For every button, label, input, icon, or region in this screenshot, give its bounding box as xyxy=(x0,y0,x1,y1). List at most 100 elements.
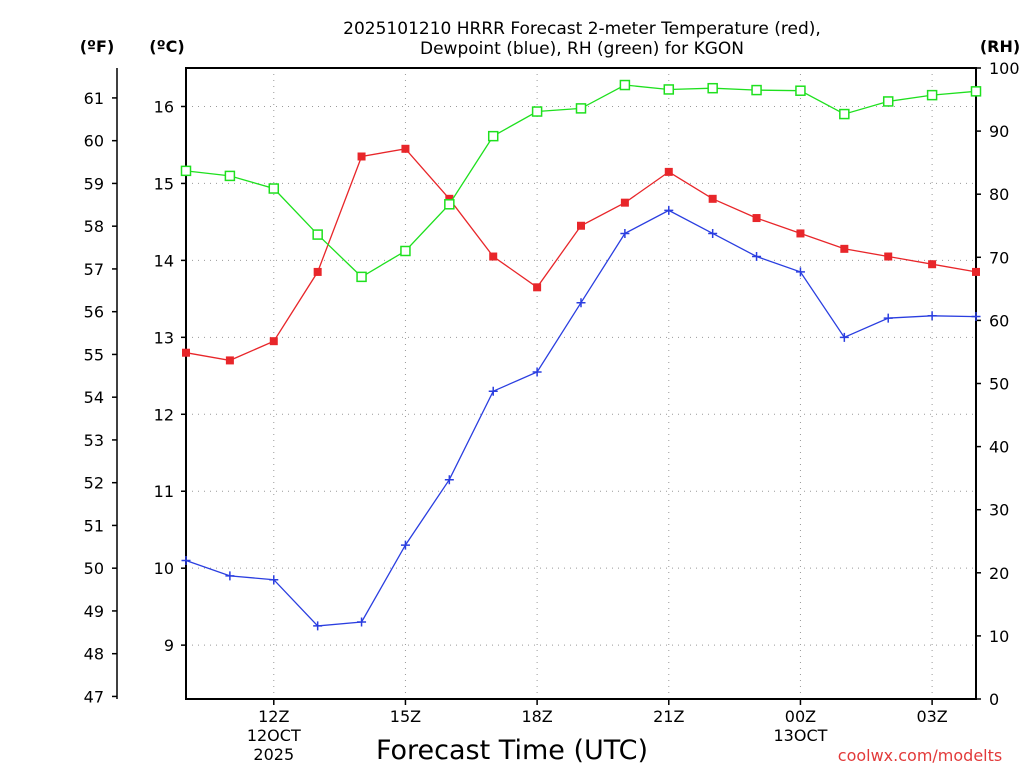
c-tick-label: 12 xyxy=(154,405,174,424)
rh-point xyxy=(663,84,675,95)
x-tick-year: 2025 xyxy=(253,745,294,764)
f-tick-label: 49 xyxy=(84,602,104,621)
c-tick-label: 16 xyxy=(154,97,174,116)
rh-point xyxy=(882,96,894,107)
temperature-point xyxy=(533,283,542,292)
fahrenheit-unit-label: (ºF) xyxy=(80,37,115,56)
rh-tick-label: 100 xyxy=(989,59,1020,78)
celsius-unit-label: (ºC) xyxy=(149,37,184,56)
rh-tick-label: 30 xyxy=(989,501,1009,520)
temperature-point xyxy=(269,337,278,346)
chart-title-line2: Dewpoint (blue), RH (green) for KGON xyxy=(420,39,744,59)
x-axis-title: Forecast Time (UTC) xyxy=(376,735,648,766)
f-tick-label: 56 xyxy=(84,303,104,322)
x-tick-label: 03Z xyxy=(916,707,947,726)
rh-tick-label: 50 xyxy=(989,375,1009,394)
x-tick-label: 15Z xyxy=(390,707,421,726)
x-tick-label: 00Z xyxy=(785,707,816,726)
dewpoint-point xyxy=(357,617,367,627)
dewpoint-point xyxy=(576,298,586,308)
x-tick-date: 12OCT xyxy=(247,726,301,745)
c-tick-label: 10 xyxy=(154,559,174,578)
dewpoint-point xyxy=(752,252,762,262)
x-tick-date: 13OCT xyxy=(773,726,827,745)
dewpoint-point xyxy=(971,312,981,322)
rh-point xyxy=(400,245,411,257)
temperature-point xyxy=(445,194,454,203)
c-tick-label: 11 xyxy=(154,482,174,501)
dewpoint-point xyxy=(927,311,937,321)
rh-tick-label: 10 xyxy=(989,627,1009,646)
temperature-point xyxy=(577,221,585,230)
dewpoint-point xyxy=(708,228,718,238)
x-tick-label: 18Z xyxy=(521,707,552,726)
rh-tick-label: 20 xyxy=(989,564,1009,583)
temperature-point xyxy=(225,356,234,365)
rh-point xyxy=(751,84,762,96)
c-tick-label: 14 xyxy=(154,251,174,270)
rh-point xyxy=(312,229,323,240)
rh-tick-label: 80 xyxy=(989,185,1009,204)
dewpoint-point xyxy=(488,386,498,396)
c-tick-label: 13 xyxy=(154,328,174,347)
dewpoint-point xyxy=(181,555,191,565)
rh-point xyxy=(444,199,455,210)
rh-point xyxy=(839,108,850,120)
watermark: coolwx.com/modelts xyxy=(838,746,1002,765)
dewpoint-point xyxy=(269,575,279,585)
chart-title-line1: 2025101210 HRRR Forecast 2-meter Tempera… xyxy=(343,19,821,39)
temperature-point xyxy=(182,348,190,357)
dewpoint-point xyxy=(313,621,323,631)
dewpoint-point xyxy=(444,475,454,485)
dewpoint-point xyxy=(664,205,674,215)
temperature-point xyxy=(489,252,498,261)
rh-tick-label: 40 xyxy=(989,438,1009,457)
dewpoint-point xyxy=(883,313,893,323)
rh-tick-label: 70 xyxy=(989,248,1009,267)
rh-point xyxy=(268,183,280,194)
rh-point xyxy=(619,79,631,91)
dewpoint-point xyxy=(620,228,630,238)
plot-frame xyxy=(185,67,977,700)
temperature-point xyxy=(928,260,937,269)
x-tick-label: 12Z xyxy=(258,707,289,726)
rh-point xyxy=(970,86,982,97)
rh-tick-label: 60 xyxy=(989,311,1009,330)
dewpoint-point xyxy=(400,540,410,550)
c-tick-label: 15 xyxy=(154,174,174,193)
dewpoint-line xyxy=(185,209,977,627)
temperature-line xyxy=(185,148,977,362)
temperature-point xyxy=(972,267,980,276)
rh-unit-label: (RH) xyxy=(980,37,1020,56)
f-tick-label: 60 xyxy=(84,132,104,151)
temperature-point xyxy=(664,167,673,176)
f-tick-label: 54 xyxy=(84,388,104,407)
rh-point xyxy=(707,82,718,94)
dewpoint-point xyxy=(839,332,849,342)
rh-point xyxy=(224,170,236,182)
f-tick-label: 57 xyxy=(84,260,104,279)
gridlines xyxy=(186,68,976,699)
temperature-point xyxy=(796,229,805,238)
rh-point xyxy=(487,130,499,142)
temperature-point xyxy=(357,152,366,161)
series-group xyxy=(180,79,982,631)
f-tick-label: 51 xyxy=(84,516,104,535)
rh-line xyxy=(185,84,977,278)
f-tick-label: 55 xyxy=(84,345,104,364)
dewpoint-point xyxy=(532,367,542,377)
f-tick-label: 53 xyxy=(84,431,104,450)
rh-point xyxy=(180,165,192,177)
temperature-point xyxy=(840,244,849,253)
dewpoint-point xyxy=(795,267,805,277)
dewpoint-point xyxy=(225,571,235,581)
axis-ticks: 47 48 49 50 51 52 53 54 55 56 57 58 59 60 61 9 10 11 12 13 1… xyxy=(84,59,1020,764)
f-tick-label: 47 xyxy=(84,687,104,706)
temperature-point xyxy=(752,214,761,223)
rh-point xyxy=(575,103,587,114)
f-tick-label: 52 xyxy=(84,474,104,493)
temperature-point xyxy=(708,194,717,203)
f-tick-label: 48 xyxy=(84,645,104,664)
f-tick-label: 59 xyxy=(84,174,104,193)
